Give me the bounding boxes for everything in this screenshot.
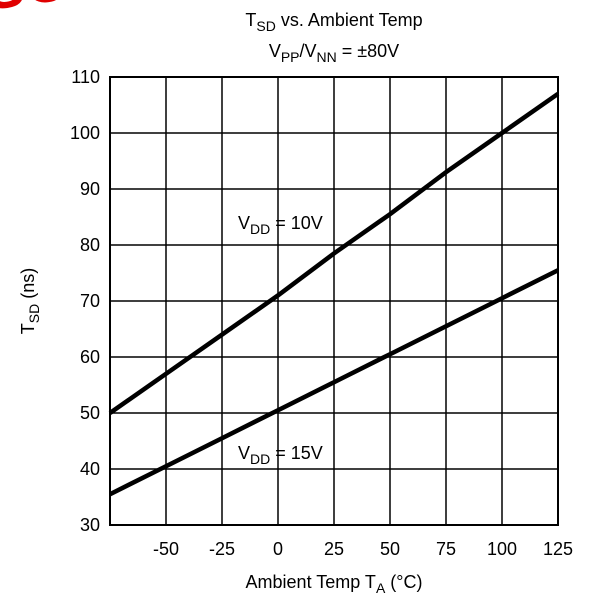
y-tick-label: 50: [80, 403, 100, 423]
y-tick-label: 90: [80, 179, 100, 199]
chart-subtitle-part: /V: [300, 41, 317, 61]
data-line: [108, 268, 560, 497]
x-tick-label: 50: [380, 539, 400, 559]
series-label: VDD = 15V: [238, 443, 323, 467]
x-axis-label-part: (°C): [385, 572, 422, 592]
y-axis-label-part: (ns): [18, 268, 38, 304]
x-axis-label-subscript: A: [376, 580, 386, 596]
series-label-part: V: [238, 443, 250, 463]
series-label-part: = 15V: [270, 443, 323, 463]
x-tick-label: 125: [543, 539, 573, 559]
chart-subtitle-part: = ±80V: [337, 41, 399, 61]
data-line: [108, 91, 560, 415]
y-tick-label: 70: [80, 291, 100, 311]
y-tick-label: 30: [80, 515, 100, 535]
x-axis-label-part: Ambient Temp T: [246, 572, 376, 592]
x-tick-label: 0: [273, 539, 283, 559]
y-tick-label: 40: [80, 459, 100, 479]
chart-title: TSD vs. Ambient Temp: [245, 10, 422, 34]
series-label-subscript: DD: [250, 221, 270, 237]
series-label-subscript: DD: [250, 451, 270, 467]
chart-subtitle-subscript: PP: [281, 49, 300, 65]
x-tick-label: 100: [487, 539, 517, 559]
y-tick-label: 80: [80, 235, 100, 255]
y-tick-label: 100: [70, 123, 100, 143]
series-label-part: = 10V: [270, 213, 323, 233]
series-label-part: V: [238, 213, 250, 233]
x-tick-label: 25: [324, 539, 344, 559]
chart-title-part: T: [245, 10, 256, 30]
chart-title-subscript: SD: [256, 18, 275, 34]
y-axis-label-part: T: [18, 323, 38, 334]
y-tick-label: 110: [71, 67, 100, 87]
chart-title-part: vs. Ambient Temp: [276, 10, 423, 30]
chart-subtitle-part: V: [269, 41, 281, 61]
x-axis-label: Ambient Temp TA (°C): [246, 572, 423, 596]
x-tick-label: -25: [209, 539, 235, 559]
chart-subtitle-subscript: NN: [317, 49, 337, 65]
chart-subtitle: VPP/VNN = ±80V: [269, 41, 399, 65]
y-axis-label: TSD (ns): [18, 268, 42, 334]
x-tick-label: 75: [436, 539, 456, 559]
series-label: VDD = 10V: [238, 213, 323, 237]
x-tick-label: -50: [153, 539, 179, 559]
y-axis-label-subscript: SD: [26, 304, 42, 323]
plot-frame: [109, 76, 559, 526]
y-tick-label: 60: [80, 347, 100, 367]
